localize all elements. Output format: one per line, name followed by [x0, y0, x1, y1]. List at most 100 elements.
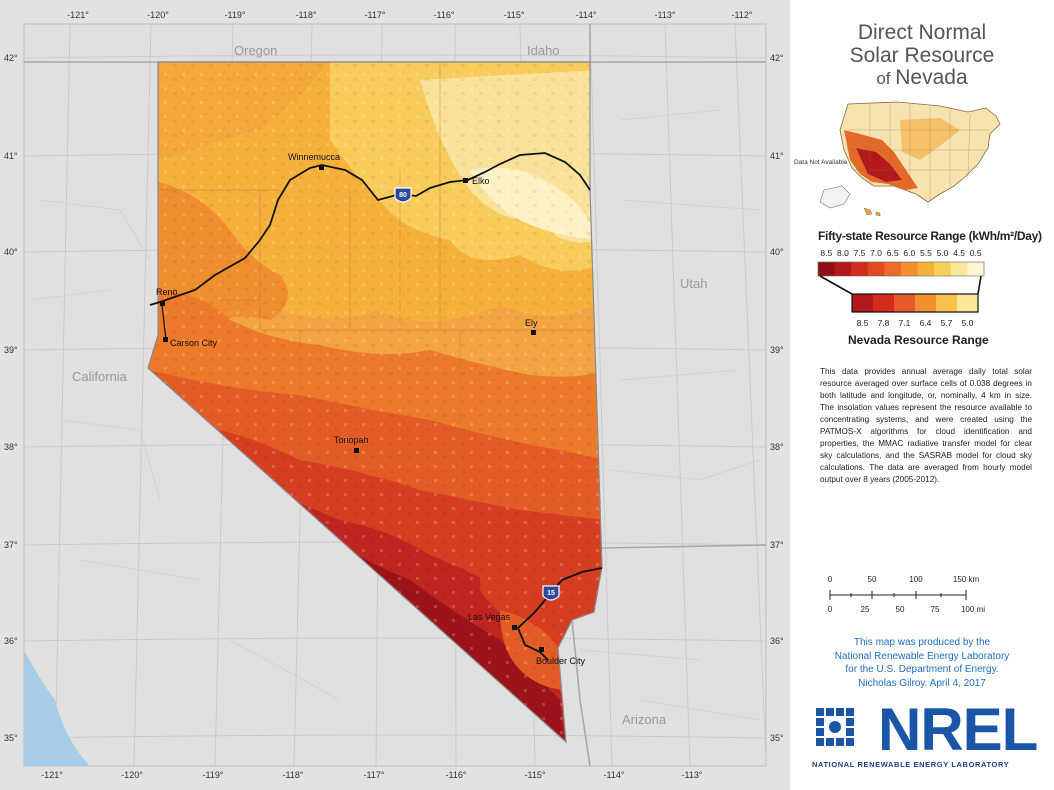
lat-label: 35°	[770, 733, 784, 743]
lon-label: -115°	[525, 770, 546, 780]
lat-label: 38°	[770, 442, 784, 452]
credit-line: Nicholas Gilroy. April 4, 2017	[858, 677, 986, 689]
fifty-state-value-label: 4.5	[953, 248, 965, 258]
las-vegas-label: Las Vegas	[468, 612, 511, 622]
lon-label: -115°	[504, 10, 525, 20]
lon-label: -117°	[365, 10, 386, 20]
boulder-city-label: Boulder City	[536, 656, 586, 666]
lat-label: 41°	[4, 151, 18, 161]
scale-mi-label: 75	[931, 605, 940, 614]
interstate-80-label: 80	[399, 192, 407, 199]
nrel-full-name: NATIONAL RENEWABLE ENERGY LABORATORY	[812, 760, 1010, 769]
nevada-swatch	[873, 294, 895, 312]
scale-km-label: 100	[909, 575, 923, 584]
fifty-state-value-labels: 8.5 8.0 7.5 7.0 6.5 6.0 5.5 5.0 4.5 0.5	[820, 248, 981, 258]
ely-marker	[531, 330, 536, 335]
fifty-state-swatch	[901, 262, 919, 276]
scale-km-label: 0	[828, 575, 833, 584]
winnemucca-marker	[319, 165, 324, 170]
interstate-80-route	[149, 152, 591, 306]
winnemucca-label: Winnemucca	[288, 152, 340, 162]
idaho-label: Idaho	[527, 43, 560, 58]
state-labels: Oregon Idaho Utah California Arizona	[72, 43, 707, 727]
fifty-state-value-label: 6.5	[887, 248, 899, 258]
us-inset-map: Data Not Available	[794, 101, 1001, 217]
fifty-state-swatch	[934, 262, 952, 276]
reno-marker	[160, 301, 165, 306]
city-markers	[160, 165, 544, 652]
nrel-wordmark: NREL	[878, 696, 1038, 763]
map-title-line-2: Solar Resource	[849, 44, 995, 67]
city-labels: Winnemucca Elko Reno Carson City Ely Ton…	[156, 152, 586, 666]
lon-label: -112°	[732, 10, 753, 20]
fifty-state-value-label: 7.0	[870, 248, 882, 258]
title-nevada: Nevada	[895, 66, 968, 89]
lon-label: -114°	[604, 770, 625, 780]
scale-bar: 0 50 100 150 km 0 25 50 75 100 mi	[828, 575, 985, 614]
nevada-swatch	[936, 294, 958, 312]
scale-mi-label: 0	[828, 605, 833, 614]
fifty-state-legend-title: Fifty-state Resource Range (kWh/m²/Day)	[818, 229, 1042, 243]
lon-label: -120°	[147, 10, 169, 20]
nevada-border	[147, 61, 603, 744]
fifty-state-value-label: 5.5	[920, 248, 932, 258]
nrel-logo-mark	[816, 708, 854, 746]
bottom-longitude-labels: -121° -120° -119° -118° -117° -116° -115…	[41, 770, 703, 780]
fifty-state-swatch	[884, 262, 902, 276]
reno-carson-road	[161, 304, 167, 341]
us-hottest-region	[856, 148, 902, 182]
carson-city-label: Carson City	[170, 338, 218, 348]
lat-label: 42°	[4, 53, 18, 63]
nevada-swatch	[957, 294, 979, 312]
las-vegas-marker	[512, 625, 517, 630]
lat-label: 39°	[770, 345, 784, 355]
lon-label: -118°	[283, 770, 304, 780]
lon-label: -116°	[434, 10, 455, 20]
nevada-value-label: 5.7	[941, 318, 953, 328]
lat-label: 37°	[4, 540, 18, 550]
nevada-legend-title: Nevada Resource Range	[848, 333, 989, 347]
nevada-color-bar	[851, 293, 979, 313]
tonopah-label: Tonopah	[334, 435, 369, 445]
lon-label: -113°	[682, 770, 703, 780]
us-state-lines	[846, 104, 990, 200]
hawaii-shape	[863, 207, 881, 217]
map-title-line-3: of Nevada	[790, 66, 1054, 89]
lon-label: -113°	[655, 10, 676, 20]
lat-label: 38°	[4, 442, 18, 452]
fifty-state-color-bar	[817, 261, 985, 277]
lon-label: -118°	[296, 10, 317, 20]
lon-label: -116°	[446, 770, 467, 780]
solar-resource-map: 80 15 Winnemucca Elko Reno Carson City E…	[0, 0, 790, 790]
elko-label: Elko	[472, 176, 490, 186]
fifty-state-value-label: 5.0	[937, 248, 949, 258]
nevada-value-labels: 8.5 7.8 7.1 6.4 5.7 5.0	[857, 318, 974, 328]
lon-label: -120°	[121, 770, 143, 780]
nevada-swatch	[894, 294, 916, 312]
top-longitude-labels: -121° -120° -119° -118° -117° -116° -115…	[67, 10, 753, 20]
fifty-state-value-label: 8.0	[837, 248, 849, 258]
right-latitude-labels: 42° 41° 40° 39° 38° 37° 36° 35°	[770, 53, 784, 743]
interstate-80-shield: 80	[394, 187, 412, 203]
carson-city-marker	[163, 337, 168, 342]
fifty-state-swatch	[834, 262, 852, 276]
fifty-state-swatch	[867, 262, 885, 276]
map-description: This data provides annual average daily …	[820, 367, 1032, 484]
legend-panel: Direct Normal Solar Resource of Nevada D…	[790, 0, 1054, 790]
nevada-swatch	[915, 294, 937, 312]
fifty-state-value-label: 0.5	[970, 248, 982, 258]
california-label: California	[72, 369, 128, 384]
tonopah-marker	[354, 448, 359, 453]
lon-label: -119°	[203, 770, 224, 780]
oregon-label: Oregon	[234, 43, 277, 58]
fifty-state-value-label: 8.5	[820, 248, 832, 258]
scale-km-label: 50	[868, 575, 877, 584]
lat-label: 41°	[770, 151, 784, 161]
scale-mi-label: 100 mi	[961, 605, 985, 614]
lat-label: 40°	[4, 247, 18, 257]
scale-mi-label: 25	[861, 605, 870, 614]
lon-label: -117°	[364, 770, 385, 780]
county-lines	[29, 109, 761, 721]
reno-label: Reno	[156, 287, 178, 297]
lon-label: -121°	[41, 770, 63, 780]
